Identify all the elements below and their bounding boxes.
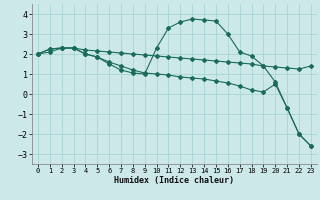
X-axis label: Humidex (Indice chaleur): Humidex (Indice chaleur) xyxy=(115,176,234,185)
